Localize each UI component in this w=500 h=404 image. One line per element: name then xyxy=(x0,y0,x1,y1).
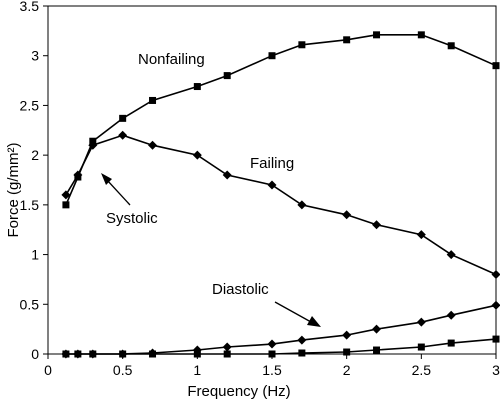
data-point-square xyxy=(373,346,381,354)
data-point-square xyxy=(268,52,276,60)
y-tick-label: 0 xyxy=(31,346,39,362)
data-point-square xyxy=(74,350,82,358)
annotation-nonfailing: Nonfailing xyxy=(138,51,205,68)
series-diastolic-failing-line xyxy=(65,304,497,355)
series-diastolic-nonfailing-line xyxy=(65,338,497,355)
systolic-arrow xyxy=(101,173,131,206)
data-point-diamond xyxy=(342,210,352,220)
y-tick-label: 2.5 xyxy=(20,97,40,113)
data-point-square xyxy=(298,41,306,49)
annotation-failing: Failing xyxy=(250,155,294,172)
data-point-diamond xyxy=(446,310,456,320)
data-point-diamond xyxy=(222,170,232,180)
x-tick-label: 3 xyxy=(492,362,500,378)
data-point-diamond xyxy=(88,140,98,150)
x-tick-label: 2 xyxy=(343,362,351,378)
data-point-diamond xyxy=(222,342,232,352)
y-tick-label: 1.5 xyxy=(20,197,40,213)
data-point-square xyxy=(223,72,231,80)
data-point-diamond xyxy=(446,250,456,260)
x-axis-title: Frequency (Hz) xyxy=(187,383,290,400)
data-point-square xyxy=(89,350,97,358)
data-point-diamond xyxy=(192,150,202,160)
data-point-diamond xyxy=(267,339,277,349)
series-systolic-nonfailing xyxy=(62,31,500,209)
data-point-diamond xyxy=(148,140,158,150)
diastolic-arrow xyxy=(274,301,321,327)
data-point-square xyxy=(447,42,455,50)
data-point-diamond xyxy=(61,190,71,200)
data-point-diamond xyxy=(118,130,128,140)
data-point-square xyxy=(447,339,455,347)
series-diastolic-nonfailing xyxy=(62,335,500,358)
data-point-square xyxy=(417,31,425,39)
y-tick-label: 3.5 xyxy=(20,0,40,14)
data-point-diamond xyxy=(297,335,307,345)
data-point-diamond xyxy=(416,230,426,240)
x-tick-label: 1 xyxy=(193,362,201,378)
data-point-square xyxy=(373,31,381,39)
data-point-square xyxy=(193,350,201,358)
series-systolic-failing xyxy=(61,130,500,279)
y-tick-label: 3 xyxy=(31,48,39,64)
series-systolic-nonfailing-line xyxy=(65,33,497,206)
x-tick-label: 0.5 xyxy=(113,362,133,378)
data-point-square xyxy=(119,114,127,122)
data-point-diamond xyxy=(267,180,277,190)
annotation-diastolic: Diastolic xyxy=(212,281,269,298)
x-tick-label: 1.5 xyxy=(262,362,282,378)
data-point-square xyxy=(492,62,500,70)
data-point-diamond xyxy=(297,200,307,210)
data-point-diamond xyxy=(491,300,500,310)
y-tick-label: 1 xyxy=(31,247,39,263)
data-point-square xyxy=(417,343,425,351)
x-tick-label: 2.5 xyxy=(412,362,432,378)
data-point-square xyxy=(193,83,201,91)
data-point-square xyxy=(62,201,70,209)
data-point-square xyxy=(268,350,276,358)
y-tick-label: 2 xyxy=(31,147,39,163)
series-group xyxy=(61,31,500,359)
data-point-square xyxy=(492,335,500,343)
data-point-square xyxy=(223,350,231,358)
data-point-diamond xyxy=(372,324,382,334)
axis-ticks: 0 0.5 1 1.5 2 2.5 3 0 0.5 1 1.5 2 2.5 3 3.5 xyxy=(20,0,500,378)
data-point-square xyxy=(62,350,70,358)
data-point-square xyxy=(298,349,306,357)
annotation-systolic: Systolic xyxy=(106,210,158,227)
data-point-diamond xyxy=(491,269,500,279)
series-diastolic-failing xyxy=(61,300,500,359)
data-point-diamond xyxy=(372,220,382,230)
data-point-diamond xyxy=(416,317,426,327)
data-point-diamond xyxy=(73,170,83,180)
data-point-square xyxy=(343,36,351,44)
series-systolic-failing-line xyxy=(65,134,497,276)
y-axis-title: Force (g/mm²) xyxy=(5,143,22,238)
data-point-square xyxy=(343,348,351,356)
y-tick-label: 0.5 xyxy=(20,296,40,312)
data-point-square xyxy=(119,350,127,358)
data-point-square xyxy=(149,96,157,104)
data-point-square xyxy=(149,350,157,358)
x-tick-label: 0 xyxy=(44,362,52,378)
data-point-diamond xyxy=(342,330,352,340)
